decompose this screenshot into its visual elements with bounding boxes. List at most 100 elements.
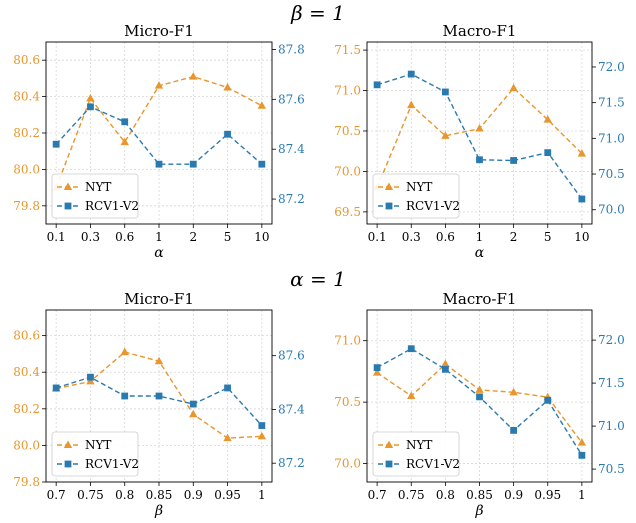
data-point-rcv1-v2 — [87, 103, 94, 111]
x-tick-label: 0.8 — [115, 488, 134, 502]
chart-4: Macro-F1 0.7 0.75 0.8 0.85 0.9 0.95 1 β 70.0 70.5 7… — [334, 290, 624, 519]
x-tick-label: 1 — [476, 230, 484, 244]
data-point-rcv1-v2 — [121, 118, 129, 126]
right-y-tick-label: 87.6 — [278, 349, 305, 363]
left-y-tick-label: 80.4 — [13, 90, 40, 104]
x-tick-label: 0.1 — [47, 230, 66, 244]
data-point-nyt — [223, 83, 232, 91]
left-y-tick-label: 71.5 — [334, 43, 361, 57]
left-y-tick-label: 80.4 — [13, 365, 40, 379]
legend-label: RCV1-V2 — [85, 457, 139, 471]
series-group — [51, 72, 267, 191]
data-point-rcv1-v2 — [258, 422, 266, 429]
right-y-tick-label: 87.2 — [278, 192, 305, 206]
left-y-tick-label: 79.8 — [13, 475, 40, 489]
legend-box — [51, 173, 139, 219]
left-y-tick-label: 69.5 — [334, 205, 361, 219]
data-point-rcv1-v2 — [52, 140, 60, 148]
left-y-tick-label: 70.5 — [334, 395, 361, 409]
x-tick-label: 0.9 — [504, 488, 523, 502]
left-y-tick-label: 80.2 — [13, 126, 40, 140]
x-axis-label: β — [154, 503, 163, 519]
legend-label: NYT — [85, 438, 111, 452]
data-point-nyt — [509, 387, 518, 396]
right-y-tick-label: 71.0 — [598, 131, 625, 145]
data-point-rcv1-v2 — [441, 88, 449, 96]
data-point-rcv1-v2 — [510, 427, 518, 434]
data-point-rcv1-v2 — [578, 451, 586, 459]
series-group — [372, 70, 587, 203]
legend-marker — [384, 440, 394, 448]
legend-box — [51, 431, 139, 477]
right-y-tick-label: 71.5 — [598, 96, 625, 110]
chart-title: Micro-F1 — [124, 290, 194, 308]
legend-marker — [64, 460, 72, 468]
data-point-rcv1-v2 — [510, 157, 518, 164]
x-tick-label: 0.7 — [47, 488, 66, 502]
x-tick-label: 2 — [510, 230, 518, 244]
x-tick-label: 0.3 — [402, 230, 421, 244]
data-point-rcv1-v2 — [224, 384, 231, 392]
data-point-nyt — [372, 368, 382, 376]
legend-box — [372, 431, 460, 477]
data-point-rcv1-v2 — [155, 392, 163, 400]
x-tick-label: 0.3 — [81, 230, 100, 244]
left-y-tick-label: 80.2 — [13, 402, 40, 416]
data-point-nyt — [475, 124, 484, 132]
legend-label: RCV1-V2 — [406, 199, 460, 213]
legend-label: NYT — [406, 438, 432, 452]
chart-title: Micro-F1 — [124, 22, 194, 40]
x-axis-label: β — [474, 503, 483, 519]
left-y-tick-label: 80.6 — [13, 53, 40, 67]
x-tick-label: 0.9 — [184, 488, 203, 502]
legend-marker — [385, 460, 393, 468]
legend-box — [372, 173, 460, 219]
data-point-rcv1-v2 — [578, 195, 586, 203]
right-y-tick-label: 87.8 — [278, 42, 305, 56]
x-tick-label: 10 — [574, 230, 589, 244]
right-y-tick-label: 72.0 — [598, 60, 625, 74]
data-point-nyt — [86, 93, 95, 102]
data-point-rcv1-v2 — [407, 345, 415, 353]
data-point-rcv1-v2 — [373, 81, 381, 89]
legend-marker — [63, 182, 73, 190]
x-tick-label: 0.6 — [115, 230, 134, 244]
data-point-nyt — [577, 149, 587, 157]
x-tick-label: 5 — [544, 230, 552, 244]
x-tick-label: 0.8 — [436, 488, 455, 502]
right-y-tick-label: 87.6 — [278, 92, 305, 106]
x-tick-label: 1 — [578, 488, 586, 502]
right-y-tick-label: 87.4 — [278, 402, 305, 416]
x-tick-label: 1 — [258, 488, 266, 502]
left-y-tick-label: 79.8 — [13, 199, 40, 213]
data-point-nyt — [441, 131, 450, 139]
data-point-nyt — [154, 356, 164, 365]
x-tick-label: 1 — [155, 230, 163, 244]
data-point-rcv1-v2 — [87, 373, 94, 381]
x-tick-label: 0.1 — [368, 230, 387, 244]
left-y-tick-label: 70.0 — [334, 164, 361, 178]
x-axis-label: α — [154, 245, 164, 261]
x-tick-label: 0.95 — [534, 488, 561, 502]
data-point-rcv1-v2 — [544, 396, 552, 404]
data-point-rcv1-v2 — [441, 365, 449, 373]
data-point-nyt — [543, 115, 552, 123]
data-point-nyt — [189, 409, 198, 418]
chart-1: Micro-F1 0.1 0.3 0.6 1 2 5 10 α 79.8 80.0 80.2 80.4 8… — [13, 22, 305, 261]
right-y-tick-label: 72.0 — [598, 333, 625, 347]
left-y-tick-label: 71.0 — [334, 334, 361, 348]
series-group — [51, 347, 267, 442]
legend-label: RCV1-V2 — [406, 457, 460, 471]
data-point-nyt — [257, 431, 267, 440]
data-point-nyt — [120, 137, 129, 146]
data-point-nyt — [120, 347, 129, 356]
data-point-rcv1-v2 — [476, 156, 483, 164]
right-y-tick-label: 87.2 — [278, 456, 305, 470]
legend-marker — [63, 440, 73, 448]
series-group — [372, 345, 587, 459]
x-tick-label: 10 — [254, 230, 269, 244]
data-point-rcv1-v2 — [544, 149, 552, 157]
data-point-nyt — [509, 83, 518, 92]
x-tick-label: 0.75 — [398, 488, 425, 502]
chart-title: Macro-F1 — [443, 290, 517, 308]
